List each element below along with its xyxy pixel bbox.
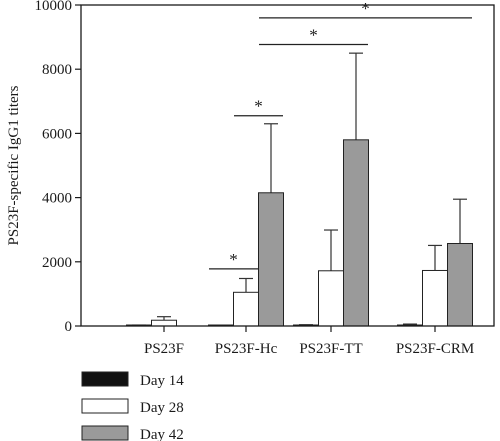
legend-label: Day 42: [140, 427, 184, 441]
y-axis-title: PS23F-specific IgG1 titers: [6, 85, 22, 245]
plot-area-frame: [80, 4, 495, 327]
y-axis-ticks: 0 2000 4000 6000 8000 10000: [35, 0, 81, 335]
x-tick-label: PS23F-CRM: [396, 341, 474, 357]
x-tick-label: PS23F: [144, 341, 184, 357]
bars: [126, 52, 473, 327]
legend-swatch: [81, 371, 129, 387]
y-tick-label: 6000: [42, 126, 72, 142]
y-tick-label: 10000: [35, 0, 73, 14]
x-tick-label: PS23F-TT: [299, 341, 362, 357]
legend-swatch: [81, 398, 129, 414]
bar-ps23f-tt-day-28: [318, 270, 344, 327]
legend-label: Day 28: [140, 400, 184, 416]
x-axis-ticks: PS23F PS23F-Hc PS23F-TT PS23F-CRM: [144, 326, 474, 357]
significance-star: *: [254, 97, 263, 116]
significance-annotations: * * * *: [209, 0, 472, 270]
bar-ps23f-tt-day-42: [343, 139, 369, 327]
legend: Day 14 Day 28 Day 42: [81, 371, 184, 441]
y-tick-label: 4000: [42, 191, 72, 207]
significance-star: *: [361, 0, 370, 18]
bar-ps23f-crm-day-28: [422, 269, 448, 327]
x-tick-label: PS23F-Hc: [215, 341, 278, 357]
bar-ps23f-hc-day-28: [233, 291, 259, 327]
bar-ps23f-crm-day-42: [447, 243, 473, 327]
significance-star: *: [309, 25, 318, 44]
y-tick-label: 8000: [42, 62, 72, 78]
legend-swatch: [81, 425, 129, 441]
bar-ps23f-hc-day-42: [258, 192, 284, 327]
y-tick-label: 2000: [42, 255, 72, 271]
bar-ps23f-day-28: [151, 319, 177, 327]
legend-label: Day 14: [140, 373, 184, 389]
y-tick-label: 0: [65, 319, 73, 335]
significance-star: *: [229, 250, 238, 269]
